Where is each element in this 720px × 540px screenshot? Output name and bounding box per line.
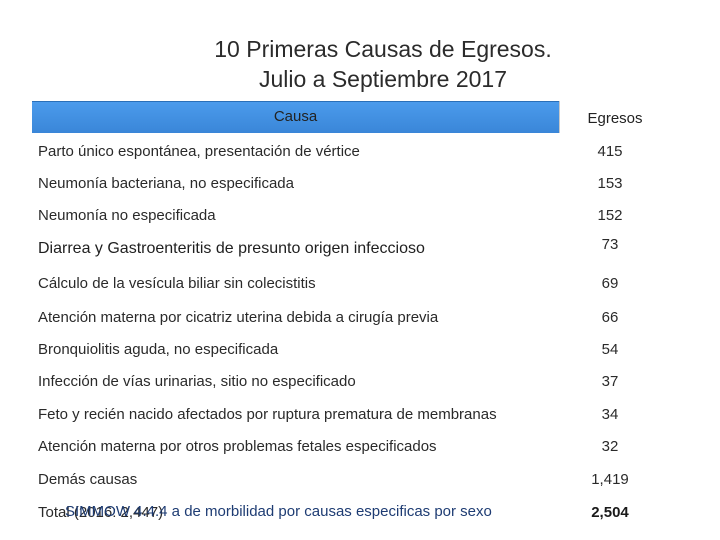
title-line-2: Julio a Septiembre 2017	[258, 66, 508, 92]
row-count: 32	[601, 438, 619, 455]
column-header-causa: Causa	[273, 108, 318, 125]
row-cause: Demás causas	[38, 471, 138, 488]
row-count: 1,419	[591, 471, 629, 488]
table-row: Parto único espontánea, presentación de …	[0, 143, 720, 175]
table-row: Neumonía bacteriana, no especificada 153	[0, 175, 720, 207]
row-cause: Bronquiolitis aguda, no especificada	[38, 341, 279, 358]
row-cause: Neumonía bacteriana, no especificada	[38, 175, 294, 192]
slide-title: 10 Primeras Causas de Egresos. Julio a S…	[0, 34, 720, 94]
table-row: Neumonía no especificada 152	[0, 207, 720, 239]
row-cause: Parto único espontánea, presentación de …	[38, 143, 360, 160]
footer-caption: SIMMOW 4.4.4 a de morbilidad por causas …	[65, 503, 492, 520]
total-label: Total (2016: 2,447)	[38, 504, 164, 521]
row-count: 415	[597, 143, 623, 160]
row-count: 69	[601, 275, 619, 292]
title-line-1: 10 Primeras Causas de Egresos.	[214, 36, 552, 62]
total-value: 2,504	[591, 504, 629, 521]
table-row: Feto y recién nacido afectados por ruptu…	[0, 406, 720, 438]
row-cause: Cálculo de la vesícula biliar sin coleci…	[38, 275, 316, 292]
header-divider	[559, 101, 560, 133]
column-header-egresos: Egresos	[587, 110, 643, 127]
table-row: Atención materna por cicatriz uterina de…	[0, 309, 720, 341]
row-cause: Infección de vías urinarias, sitio no es…	[38, 373, 356, 390]
table-row: Infección de vías urinarias, sitio no es…	[0, 373, 720, 405]
row-cause: Atención materna por cicatriz uterina de…	[38, 309, 439, 326]
row-cause: Diarrea y Gastroenteritis de presunto or…	[38, 240, 425, 257]
row-count: 54	[601, 341, 619, 358]
row-count: 34	[601, 406, 619, 423]
table-row: Demás causas 1,419	[0, 471, 720, 503]
table-row: Atención materna por otros problemas fet…	[0, 438, 720, 470]
row-count: 73	[601, 236, 619, 253]
table-row: Bronquiolitis aguda, no especificada 54	[0, 341, 720, 373]
row-count: 66	[601, 309, 619, 326]
row-count: 153	[597, 175, 623, 192]
row-cause: Atención materna por otros problemas fet…	[38, 438, 437, 455]
footer-bar: Total (2016: 2,447) SIMMOW 4.4.4 a de mo…	[0, 485, 720, 540]
table-row: Cálculo de la vesícula biliar sin coleci…	[0, 275, 720, 307]
row-cause: Neumonía no especificada	[38, 207, 216, 224]
table-row: Diarrea y Gastroenteritis de presunto or…	[0, 236, 720, 272]
table-header-bar	[32, 101, 559, 133]
row-cause: Feto y recién nacido afectados por ruptu…	[38, 406, 497, 423]
row-count: 37	[601, 373, 619, 390]
row-count: 152	[597, 207, 623, 224]
